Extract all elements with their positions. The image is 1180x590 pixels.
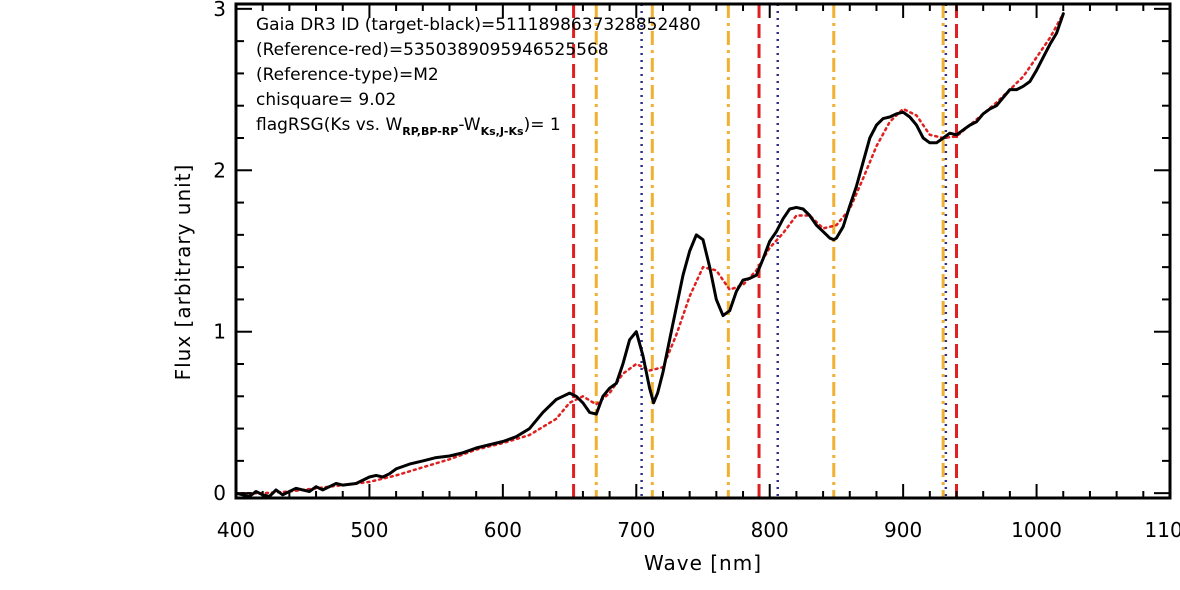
y-tick-label: 0 <box>213 481 226 505</box>
annotation-block: Gaia DR3 ID (target-black)=5111898637328… <box>256 15 701 138</box>
x-tick-label: 500 <box>350 518 388 542</box>
axis-ticks <box>235 4 1171 498</box>
flag-mid: -W <box>458 115 480 135</box>
flag-sub-1: RP,BP-RP <box>402 125 458 138</box>
y-tick-label: 3 <box>213 0 226 21</box>
annotation-chisquare: chisquare= 9.02 <box>256 90 396 110</box>
annotation-reference-type: (Reference-type)=M2 <box>256 65 439 85</box>
reference-lines <box>572 4 959 498</box>
flag-suffix: )= 1 <box>524 115 561 135</box>
flag-sub-2: Ks,J-Ks <box>481 125 524 138</box>
annotation-target-id: Gaia DR3 ID (target-black)=5111898637328… <box>256 15 701 35</box>
annotation-flag-rsg: flagRSG(Ks vs. WRP,BP-RP-WKs,J-Ks)= 1 <box>256 115 561 138</box>
spectra-series <box>234 12 1065 498</box>
x-tick-label: 700 <box>617 518 655 542</box>
reference-spectrum-line <box>234 12 1065 495</box>
target-spectrum-line <box>234 12 1065 498</box>
y-tick-label: 1 <box>213 320 226 344</box>
x-tick-label: 600 <box>484 518 522 542</box>
y-tick-label: 2 <box>213 158 226 182</box>
x-tick-label: 400 <box>217 518 255 542</box>
x-axis-title: Wave [nm] <box>644 551 762 575</box>
flag-prefix: flagRSG(Ks vs. W <box>256 115 402 135</box>
plot-frame <box>234 2 1172 500</box>
x-tick-label: 800 <box>751 518 789 542</box>
x-tick-label: 900 <box>884 518 922 542</box>
y-axis-title: Flux [arbitrary unit] <box>171 164 195 381</box>
x-tick-label: 1000 <box>1011 518 1062 542</box>
annotation-reference-id: (Reference-red)=5350389095946525568 <box>256 40 609 60</box>
